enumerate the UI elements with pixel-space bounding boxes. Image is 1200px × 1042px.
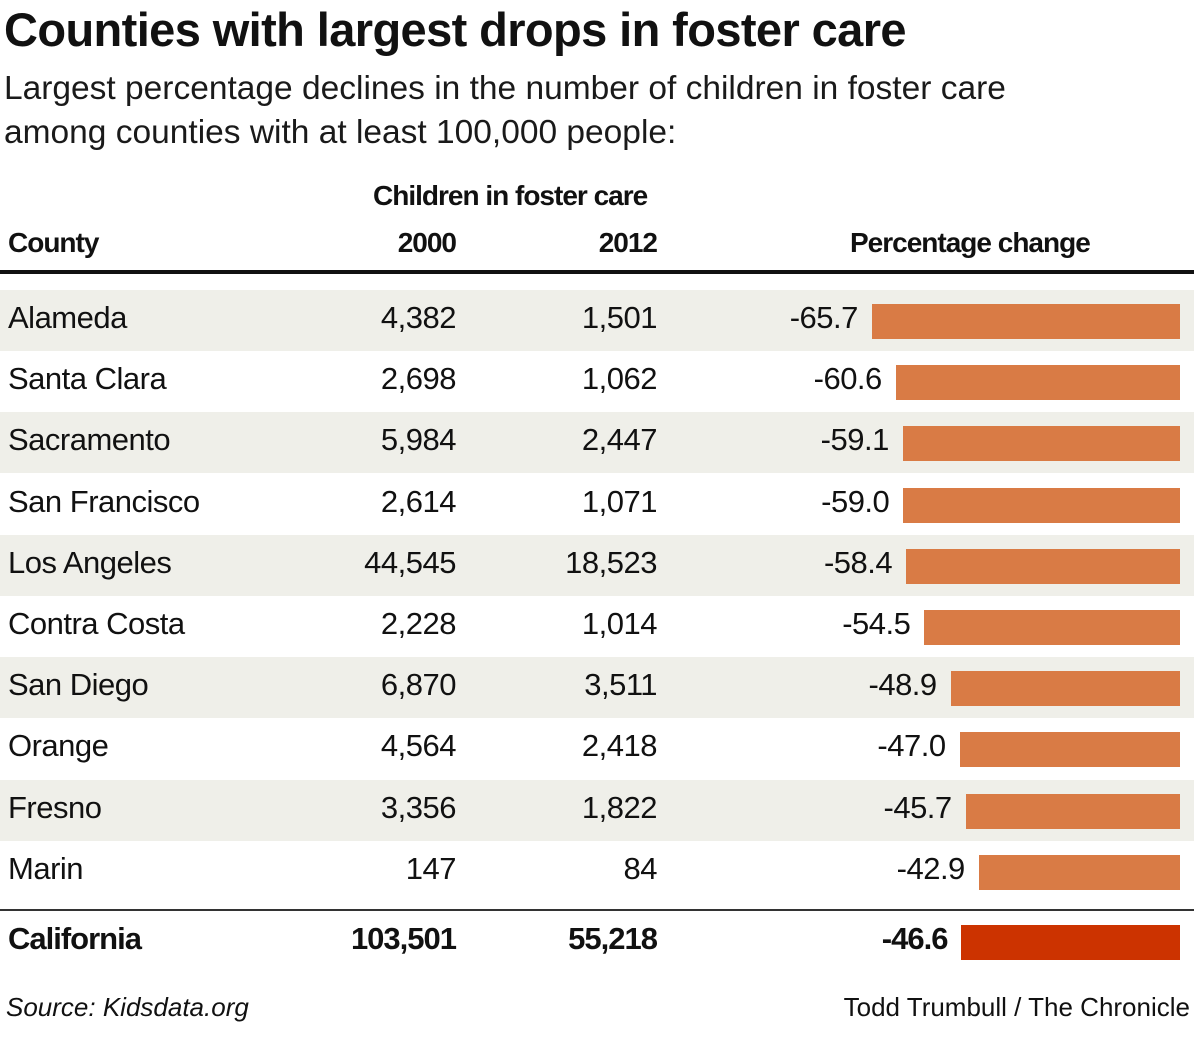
value-2012: 3,511 xyxy=(584,667,657,703)
percentage-label: -59.0 xyxy=(821,483,890,519)
subtitle-line-2: among counties with at least 100,000 peo… xyxy=(4,114,677,151)
percentage-bar xyxy=(902,426,1180,462)
table-row: Contra Costa 2,228 1,014 -54.5 xyxy=(0,596,1194,657)
county-name: Santa Clara xyxy=(8,361,167,397)
percentage-label: -60.6 xyxy=(813,361,883,397)
value-2000: 2,698 xyxy=(380,361,457,397)
value-2012: 1,071 xyxy=(581,483,658,519)
county-name: Contra Costa xyxy=(8,606,185,641)
header-rule xyxy=(0,270,1194,274)
table-row: Marin 147 84 -42.9 xyxy=(0,841,1194,902)
percentage-label: -47.0 xyxy=(877,728,946,764)
value-2000: 2,228 xyxy=(380,606,457,641)
county-name: Marin xyxy=(8,850,84,886)
group-header: Children in foster care xyxy=(373,180,648,211)
value-2012: 2,447 xyxy=(581,422,658,458)
value-2000: 5,984 xyxy=(380,422,457,458)
percentage-bar xyxy=(871,304,1180,339)
table-row: Sacramento 5,984 2,447 -59.1 xyxy=(0,412,1194,474)
percentage-bar xyxy=(895,365,1180,401)
value-2000: 103,501 xyxy=(350,921,457,956)
percentage-bar xyxy=(903,487,1180,523)
value-2000: 44,545 xyxy=(364,544,456,580)
total-rule xyxy=(0,909,1194,911)
value-2000: 147 xyxy=(405,850,457,886)
county-name: Alameda xyxy=(8,300,127,335)
county-name: Fresno xyxy=(8,789,102,825)
value-2000: 3,356 xyxy=(380,789,457,825)
percentage-bar xyxy=(961,925,1180,960)
value-2012: 2,418 xyxy=(581,728,658,764)
percentage-label: -45.7 xyxy=(883,789,953,825)
county-name: California xyxy=(8,921,142,956)
percentage-label: -58.4 xyxy=(823,544,893,580)
percentage-bar xyxy=(965,793,1180,829)
county-name: Sacramento xyxy=(8,422,171,458)
percentage-label: -54.5 xyxy=(842,606,911,641)
header-county: County xyxy=(8,227,99,258)
percentage-label: -46.6 xyxy=(881,921,949,956)
value-2012: 84 xyxy=(623,850,658,886)
county-name: San Diego xyxy=(8,667,149,703)
county-name: Los Angeles xyxy=(8,544,172,580)
percentage-label: -65.7 xyxy=(789,300,859,335)
county-name: Orange xyxy=(8,728,109,764)
table-row: Alameda 4,382 1,501 -65.7 xyxy=(0,290,1194,351)
source-note: Source: Kidsdata.org xyxy=(6,992,249,1022)
header-2000: 2000 xyxy=(397,227,457,258)
value-2012: 55,218 xyxy=(568,921,658,956)
value-2012: 18,523 xyxy=(565,544,657,580)
credit-note: Todd Trumbull / The Chronicle xyxy=(843,992,1190,1022)
county-name: San Francisco xyxy=(8,483,200,519)
total-row: California 103,501 55,218 -46.6 xyxy=(0,911,1194,972)
value-2000: 6,870 xyxy=(380,667,457,703)
subtitle-line-1: Largest percentage declines in the numbe… xyxy=(4,70,1006,107)
percentage-label: -48.9 xyxy=(868,667,938,703)
value-2012: 1,062 xyxy=(581,361,658,397)
table-row: Los Angeles 44,545 18,523 -58.4 xyxy=(0,534,1194,596)
table-row: Santa Clara 2,698 1,062 -60.6 xyxy=(0,351,1194,412)
value-2012: 1,822 xyxy=(581,789,658,825)
percentage-bar xyxy=(959,732,1180,768)
table-row: Orange 4,564 2,418 -47.0 xyxy=(0,718,1194,779)
percentage-bar xyxy=(924,610,1180,645)
percentage-label: -59.1 xyxy=(820,422,890,458)
percentage-bar xyxy=(950,671,1180,707)
table-row: Fresno 3,356 1,822 -45.7 xyxy=(0,779,1194,841)
percentage-bar xyxy=(978,854,1180,890)
table-row: San Diego 6,870 3,511 -48.9 xyxy=(0,657,1194,719)
percentage-label: -42.9 xyxy=(896,850,966,886)
value-2000: 2,614 xyxy=(380,483,457,519)
header-2012: 2012 xyxy=(598,227,658,258)
value-2012: 1,501 xyxy=(581,300,658,335)
chart-title: Counties with largest drops in foster ca… xyxy=(4,3,907,56)
header-percentage-change: Percentage change xyxy=(850,227,1091,258)
percentage-bar xyxy=(906,548,1180,584)
table-row: San Francisco 2,614 1,071 -59.0 xyxy=(0,474,1194,535)
value-2000: 4,564 xyxy=(380,728,457,764)
value-2012: 1,014 xyxy=(581,606,658,641)
value-2000: 4,382 xyxy=(380,300,457,335)
